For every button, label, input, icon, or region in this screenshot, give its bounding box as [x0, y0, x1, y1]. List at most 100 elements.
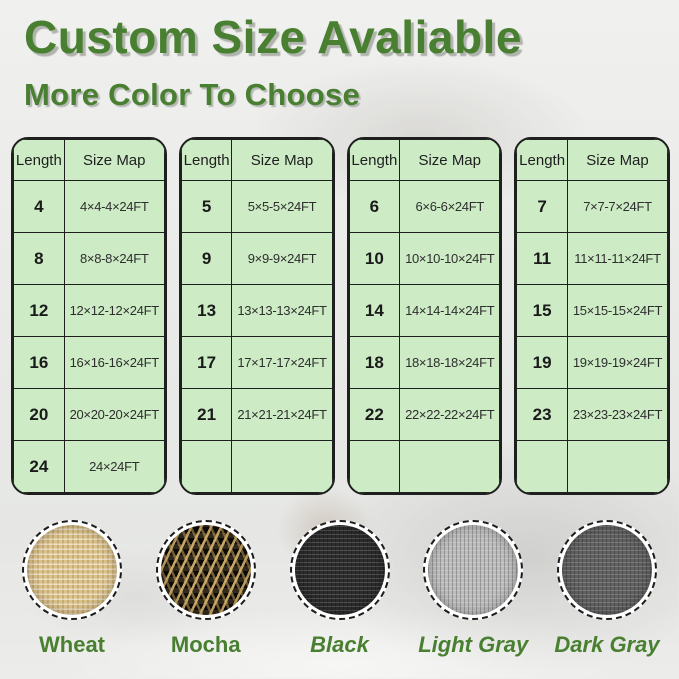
length-cell: 21 [180, 388, 233, 441]
table-row: 22 22×22-22×24FT [348, 388, 501, 441]
size-map-cell: 18×18-18×24FT [399, 336, 501, 389]
table-row: 24 24×24FT [13, 440, 165, 493]
size-map-cell: 20×20-20×24FT [63, 388, 165, 441]
length-cell: 23 [516, 388, 568, 441]
length-cell: 4 [13, 180, 65, 233]
black-fabric-texture [294, 525, 385, 615]
size-tables: Length Size Map 4 4×4-4×24FT 8 8×8-8×24FT 12 12… [11, 137, 670, 495]
length-cell: 16 [13, 336, 65, 389]
size-map-cell [399, 440, 501, 493]
length-cell: 11 [516, 232, 568, 285]
table-row: 5 5×5-5×24FT [180, 180, 333, 233]
size-table-grid: Length Size Map 5 5×5-5×24FT 9 9×9-9×24FT 13 13… [180, 139, 333, 493]
size-table-grid: Length Size Map 4 4×4-4×24FT 8 8×8-8×24FT 12 12… [13, 139, 165, 493]
swatch-mocha: Mocha [147, 520, 265, 658]
light-gray-fabric-circle [423, 520, 524, 620]
wheat-fabric-circle [22, 520, 122, 620]
length-cell: 8 [13, 232, 65, 285]
black-fabric-circle [289, 520, 390, 620]
table-row: 6 6×6-6×24FT [348, 180, 501, 233]
table-row: 11 11×11-11×24FT [516, 232, 669, 285]
table-row: 8 8×8-8×24FT [13, 232, 165, 285]
size-map-cell: 19×19-19×24FT [566, 336, 669, 389]
table-row: 13 13×13-13×24FT [180, 284, 333, 337]
column-header-length: Length [516, 139, 568, 181]
length-cell: 15 [516, 284, 568, 337]
size-map-cell: 12×12-12×24FT [63, 284, 165, 337]
size-table-grid: Length Size Map 6 6×6-6×24FT 10 10×10-10×24FT… [348, 139, 501, 493]
swatch-label: Dark Gray [554, 632, 660, 657]
size-map-cell: 21×21-21×24FT [231, 388, 333, 441]
column-header-size-map: Size Map [231, 139, 333, 181]
table-row: 18 18×18-18×24FT [348, 336, 501, 389]
length-cell: 18 [348, 336, 401, 389]
swatch-light-gray: Light Gray [414, 520, 532, 658]
swatch-label: Light Gray [418, 632, 529, 657]
swatch-wheat: Wheat [13, 520, 131, 658]
size-map-cell: 11×11-11×24FT [566, 232, 669, 285]
size-map-cell: 10×10-10×24FT [399, 232, 501, 285]
dark-gray-fabric-circle [557, 520, 657, 620]
length-cell [516, 440, 568, 493]
table-row: 9 9×9-9×24FT [180, 232, 333, 285]
table-row: 21 21×21-21×24FT [180, 388, 333, 441]
header-row: Length Size Map [516, 139, 669, 181]
wheat-fabric-texture [27, 525, 117, 615]
size-map-cell: 5×5-5×24FT [231, 180, 333, 233]
length-cell: 13 [180, 284, 233, 337]
column-header-size-map: Size Map [63, 139, 165, 181]
table-row: 4 4×4-4×24FT [13, 180, 165, 233]
size-table-2: Length Size Map 5 5×5-5×24FT 9 9×9-9×24FT 13 13… [178, 137, 335, 495]
size-map-cell: 22×22-22×24FT [399, 388, 501, 441]
size-map-cell: 6×6-6×24FT [399, 180, 501, 233]
length-cell: 20 [13, 388, 65, 441]
swatch-label: Black [310, 632, 369, 657]
mocha-fabric-texture [160, 525, 251, 615]
size-map-cell [231, 440, 333, 493]
dark-gray-fabric-texture [562, 525, 652, 615]
length-cell: 10 [348, 232, 401, 285]
table-row [348, 440, 501, 493]
table-row: 12 12×12-12×24FT [13, 284, 165, 337]
table-row: 17 17×17-17×24FT [180, 336, 333, 389]
size-map-cell: 7×7-7×24FT [566, 180, 669, 233]
length-cell: 24 [13, 440, 65, 493]
length-cell [180, 440, 233, 493]
length-cell: 22 [348, 388, 401, 441]
table-row: 15 15×15-15×24FT [516, 284, 669, 337]
length-cell: 6 [348, 180, 401, 233]
table-row: 23 23×23-23×24FT [516, 388, 669, 441]
size-map-cell: 9×9-9×24FT [231, 232, 333, 285]
length-cell: 5 [180, 180, 233, 233]
table-row [516, 440, 669, 493]
size-map-cell: 15×15-15×24FT [566, 284, 669, 337]
table-row: 7 7×7-7×24FT [516, 180, 669, 233]
length-cell: 9 [180, 232, 233, 285]
color-swatches: Wheat Mocha Black Light Gray Dark Gray [13, 520, 666, 658]
size-map-cell: 8×8-8×24FT [63, 232, 165, 285]
header-row: Length Size Map [13, 139, 165, 181]
size-map-cell: 17×17-17×24FT [231, 336, 333, 389]
size-map-cell [566, 440, 669, 493]
size-table-1: Length Size Map 4 4×4-4×24FT 8 8×8-8×24FT 12 12… [11, 137, 167, 495]
length-cell: 19 [516, 336, 568, 389]
swatch-dark-gray: Dark Gray [548, 520, 666, 658]
swatch-black: Black [281, 520, 399, 658]
size-map-cell: 14×14-14×24FT [399, 284, 501, 337]
length-cell: 12 [13, 284, 65, 337]
table-row: 19 19×19-19×24FT [516, 336, 669, 389]
table-row: 16 16×16-16×24FT [13, 336, 165, 389]
swatch-label: Mocha [170, 632, 241, 657]
column-header-length: Length [180, 139, 233, 181]
column-header-size-map: Size Map [566, 139, 669, 181]
table-row: 14 14×14-14×24FT [348, 284, 501, 337]
size-map-cell: 13×13-13×24FT [231, 284, 333, 337]
size-map-cell: 16×16-16×24FT [63, 336, 165, 389]
table-row: 10 10×10-10×24FT [348, 232, 501, 285]
column-header-size-map: Size Map [399, 139, 501, 181]
column-header-length: Length [13, 139, 65, 181]
length-cell: 14 [348, 284, 401, 337]
swatch-label: Wheat [39, 632, 105, 657]
page-title: Custom Size Avaliable [24, 11, 522, 63]
header-row: Length Size Map [348, 139, 501, 181]
